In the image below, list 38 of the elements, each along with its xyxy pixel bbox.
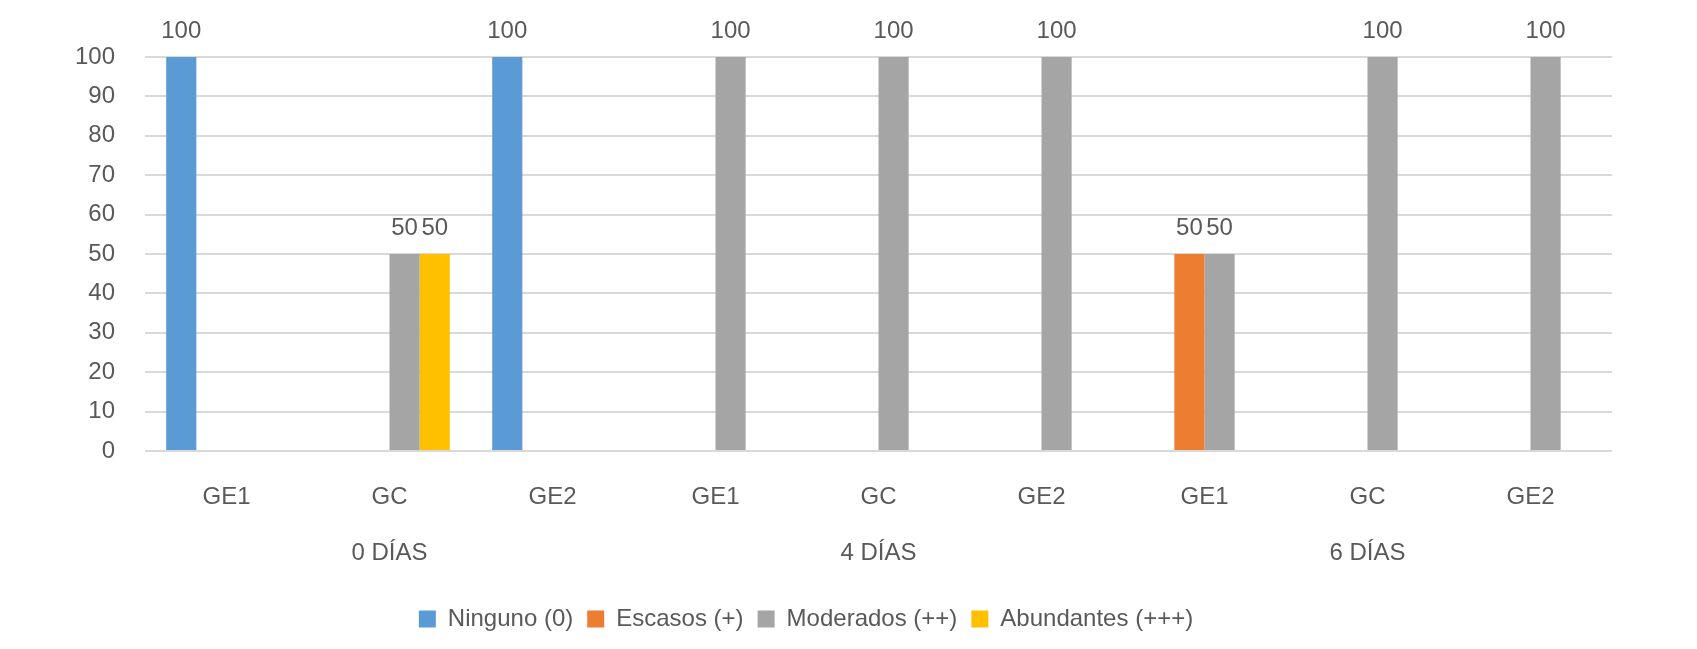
x-tick-label: GE1: [691, 482, 740, 510]
data-label: 50: [1176, 212, 1203, 240]
data-label: 100: [1036, 15, 1077, 43]
x-tick-label: GE1: [1180, 482, 1229, 510]
y-tick-label: 10: [88, 396, 115, 424]
y-tick-label: 30: [88, 317, 115, 345]
y-tick-label: 0: [101, 435, 115, 463]
legend-label: Abundantes (+++): [1000, 603, 1194, 631]
y-tick-label: 60: [88, 199, 115, 227]
x-tick-label: GC: [371, 482, 408, 510]
x-tick-label: GE2: [1017, 482, 1066, 510]
y-tick-label: 70: [88, 159, 115, 187]
data-label: 50: [421, 212, 449, 240]
data-label: 100: [710, 15, 751, 43]
data-label: 100: [161, 15, 202, 43]
legend-label: Moderados (++): [786, 603, 958, 631]
y-tick-label: 50: [88, 238, 115, 266]
y-tick-label: 100: [74, 41, 115, 69]
x-tick-label: GE2: [1506, 482, 1555, 510]
y-tick-label: 20: [88, 356, 115, 384]
y-tick-label: 90: [88, 81, 115, 109]
text: 0 DÍAS: [351, 537, 428, 565]
text: 4 DÍAS: [840, 537, 917, 565]
data-label: 100: [1362, 15, 1403, 43]
x-tick-label: GE2: [528, 482, 577, 510]
x-tick-label: GE1: [202, 482, 251, 510]
data-label: 100: [873, 15, 914, 43]
y-tick-label: 40: [88, 278, 115, 306]
text: 6 DÍAS: [1329, 537, 1406, 565]
y-tick-label: 80: [88, 120, 115, 148]
x-tick-label: GC: [860, 482, 897, 510]
legend-label: Ninguno (0): [447, 603, 574, 631]
data-label: 50: [1206, 212, 1233, 240]
data-label: 100: [487, 15, 528, 43]
data-label: 100: [1525, 15, 1566, 43]
x-tick-label: GC: [1349, 482, 1386, 510]
legend-label: Escasos (+): [616, 603, 744, 631]
data-label: 50: [391, 212, 418, 240]
